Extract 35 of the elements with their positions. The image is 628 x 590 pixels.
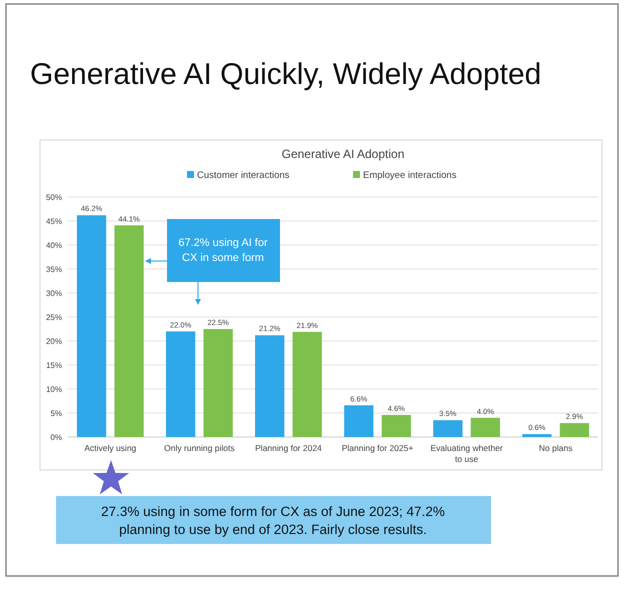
y-tick-label: 25%	[46, 313, 62, 322]
x-tick-label: No plans	[538, 443, 572, 453]
legend-label: Employee interactions	[363, 170, 457, 181]
x-tick-label: Planning for 2025+	[342, 443, 414, 453]
bar	[344, 405, 374, 437]
legend-label: Customer interactions	[197, 170, 290, 181]
y-tick-label: 10%	[46, 385, 62, 394]
annotation: 67.2% using AI for CX in some form	[178, 237, 268, 264]
y-tick-label: 5%	[50, 409, 62, 418]
bar	[522, 434, 552, 437]
y-tick-label: 40%	[46, 241, 62, 250]
y-tick-label: 30%	[46, 289, 62, 298]
bar	[560, 423, 590, 437]
text: 27.3% using in some form for CX as of June 2023; 47.2% planning to use by end of 2023. Fairly close results.	[101, 504, 445, 537]
bar	[382, 414, 411, 437]
y-tick-label: 20%	[46, 337, 62, 346]
bar	[255, 335, 284, 437]
bar	[204, 329, 233, 437]
y-tick-label: 15%	[46, 361, 62, 370]
bar	[114, 225, 144, 437]
bar	[470, 418, 500, 437]
bar	[433, 420, 462, 437]
x-tick-label: Evaluating whether to use	[430, 443, 503, 464]
y-tick-label: 35%	[46, 265, 62, 274]
x-tick-label: Only running pilots	[164, 443, 235, 453]
bar	[166, 331, 196, 437]
x-tick-label: Planning for 2024	[255, 443, 322, 453]
y-tick-label: 0%	[50, 433, 62, 442]
y-tick-label: 45%	[46, 217, 62, 226]
y-tick-label: 50%	[46, 193, 62, 202]
chart-title: Generative AI Quickly, Widely Adopted	[30, 58, 542, 91]
bar	[292, 332, 322, 437]
chart-subtitle: Generative AI Adoption	[282, 147, 404, 161]
bar	[76, 215, 106, 437]
x-tick-label: Actively using	[84, 443, 137, 453]
